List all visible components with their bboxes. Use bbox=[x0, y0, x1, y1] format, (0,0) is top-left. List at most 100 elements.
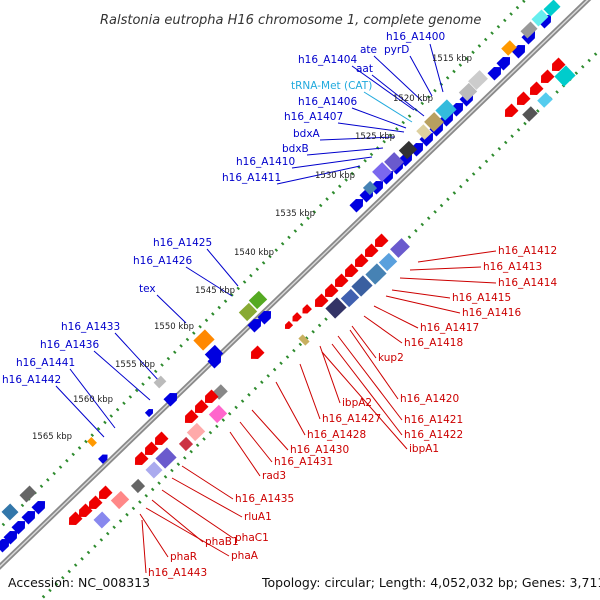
reverse-gene-arrow bbox=[344, 263, 359, 277]
reverse-gene-label[interactable]: h16_A1417 bbox=[420, 322, 479, 334]
reverse-gene-label[interactable]: h16_A1420 bbox=[400, 393, 459, 405]
reverse-label-connector bbox=[409, 266, 482, 271]
forward-gene-arrow bbox=[207, 355, 222, 369]
gene-block bbox=[372, 162, 392, 182]
forward-gene-label[interactable]: bdxB bbox=[282, 143, 309, 155]
forward-gene-label[interactable]: h16_A1436 bbox=[40, 339, 99, 351]
reverse-label-connector bbox=[239, 421, 273, 463]
reverse-gene-arrow bbox=[551, 57, 566, 71]
forward-label-connector bbox=[156, 294, 187, 324]
gene-block bbox=[522, 106, 538, 122]
label-connectors bbox=[55, 43, 497, 574]
reverse-gene-label[interactable]: ibpA1 bbox=[409, 443, 439, 455]
gene-block bbox=[340, 288, 360, 308]
reverse-gene-label[interactable]: h16_A1428 bbox=[307, 429, 366, 441]
reverse-gene-label[interactable]: phaA bbox=[231, 550, 259, 562]
forward-gene-label[interactable]: h16_A1410 bbox=[236, 156, 295, 168]
reverse-gene-arrow bbox=[194, 399, 209, 413]
forward-label-connector bbox=[351, 107, 407, 129]
gene-block bbox=[384, 152, 404, 172]
forward-gene-label[interactable]: aat bbox=[356, 63, 373, 75]
gene-block bbox=[424, 112, 444, 132]
reverse-label-connector bbox=[351, 325, 377, 359]
reverse-gene-arrow bbox=[98, 485, 113, 499]
gene-features bbox=[0, 0, 576, 553]
reverse-gene-label[interactable]: kup2 bbox=[378, 352, 404, 364]
forward-label-connector bbox=[114, 332, 161, 383]
forward-gene-label[interactable]: h16_A1400 bbox=[386, 31, 445, 43]
gene-block bbox=[298, 334, 310, 346]
forward-gene-label[interactable]: h16_A1411 bbox=[222, 172, 281, 184]
kbp-tick-label: 1545 kbp bbox=[195, 286, 235, 296]
reverse-gene-label[interactable]: h16_A1413 bbox=[483, 261, 542, 273]
reverse-label-connector bbox=[229, 431, 261, 477]
reverse-gene-label[interactable]: h16_A1443 bbox=[148, 567, 207, 579]
forward-gene-label[interactable]: h16_A1404 bbox=[298, 54, 357, 66]
forward-label-connector bbox=[206, 248, 239, 287]
forward-gene-arrow bbox=[247, 319, 262, 333]
forward-gene-arrow bbox=[0, 539, 10, 553]
forward-label-connector bbox=[185, 266, 233, 297]
reverse-gene-arrow bbox=[88, 495, 103, 509]
gene-block bbox=[155, 447, 177, 469]
forward-gene-label[interactable]: tex bbox=[139, 283, 156, 295]
gene-block bbox=[193, 329, 215, 351]
reverse-gene-label[interactable]: h16_A1427 bbox=[322, 413, 381, 425]
reverse-label-connector bbox=[299, 363, 321, 420]
forward-gene-label[interactable]: bdxA bbox=[293, 128, 321, 140]
forward-label-connector bbox=[351, 65, 415, 111]
forward-gene-label[interactable]: h16_A1433 bbox=[61, 321, 120, 333]
reverse-label-connector bbox=[391, 289, 451, 299]
reverse-label-connector bbox=[145, 507, 230, 557]
forward-label-connector bbox=[337, 122, 405, 133]
gene-block bbox=[458, 82, 478, 102]
forward-gene-label[interactable]: tRNA-Met (CAT) bbox=[291, 80, 372, 92]
reverse-gene-label[interactable]: h16_A1422 bbox=[404, 429, 463, 441]
reverse-label-connector bbox=[321, 351, 408, 450]
reverse-gene-label[interactable]: rluA1 bbox=[244, 511, 272, 523]
genome-summary-text: Topology: circular; Length: 4,052,032 bp… bbox=[261, 575, 600, 590]
forward-gene-label[interactable]: h16_A1426 bbox=[133, 255, 192, 267]
forward-gene-label[interactable]: h16_A1407 bbox=[284, 111, 343, 123]
reverse-label-connector bbox=[319, 345, 341, 404]
reverse-gene-arrow bbox=[364, 243, 379, 257]
gene-block bbox=[19, 485, 37, 503]
gene-block bbox=[351, 275, 373, 297]
reverse-gene-arrow bbox=[250, 345, 265, 359]
kbp-tick-label: 1540 kbp bbox=[234, 248, 274, 258]
reverse-gene-label[interactable]: h16_A1414 bbox=[498, 277, 557, 289]
gene-block bbox=[378, 252, 398, 272]
reverse-gene-label[interactable]: h16_A1415 bbox=[452, 292, 511, 304]
reverse-gene-label[interactable]: h16_A1418 bbox=[404, 337, 463, 349]
gene-block bbox=[93, 511, 111, 529]
forward-label-connector bbox=[276, 165, 361, 185]
reverse-gene-label[interactable]: phaB1 bbox=[205, 536, 239, 548]
gene-block bbox=[145, 461, 163, 479]
reverse-gene-label[interactable]: h16_A1412 bbox=[498, 245, 557, 257]
reverse-gene-label[interactable]: h16_A1430 bbox=[290, 444, 349, 456]
reverse-gene-label[interactable]: h16_A1435 bbox=[235, 493, 294, 505]
reverse-gene-label[interactable]: phaR bbox=[170, 551, 197, 563]
reverse-gene-label[interactable]: h16_A1421 bbox=[404, 414, 463, 426]
reverse-gene-label[interactable]: h16_A1431 bbox=[274, 456, 333, 468]
reverse-gene-label[interactable]: rad3 bbox=[262, 470, 286, 482]
gene-block bbox=[362, 180, 378, 196]
reverse-gene-labels: h16_A1412 h16_A1413 h16_A1414 h16_A1415 h16_… bbox=[148, 245, 557, 579]
forward-gene-label[interactable]: h16_A1442 bbox=[2, 374, 61, 386]
forward-gene-arrow bbox=[21, 511, 36, 525]
forward-label-connector bbox=[55, 385, 105, 438]
gene-block bbox=[87, 437, 97, 447]
gene-block bbox=[365, 263, 387, 285]
reverse-gene-label[interactable]: phaC1 bbox=[235, 532, 269, 544]
forward-gene-label[interactable]: ate bbox=[360, 44, 377, 56]
reverse-gene-label[interactable]: h16_A1416 bbox=[462, 307, 521, 319]
forward-gene-label[interactable]: h16_A1441 bbox=[16, 357, 75, 369]
forward-gene-label[interactable]: h16_A1425 bbox=[153, 237, 212, 249]
reverse-gene-label[interactable]: ibpA2 bbox=[342, 397, 372, 409]
gene-block bbox=[238, 302, 258, 322]
forward-gene-label[interactable]: pyrD bbox=[384, 44, 409, 56]
forward-gene-arrow bbox=[98, 454, 108, 464]
accession-text: Accession: NC_008313 bbox=[8, 575, 150, 590]
forward-gene-label[interactable]: h16_A1406 bbox=[298, 96, 357, 108]
forward-label-connector bbox=[69, 368, 116, 429]
